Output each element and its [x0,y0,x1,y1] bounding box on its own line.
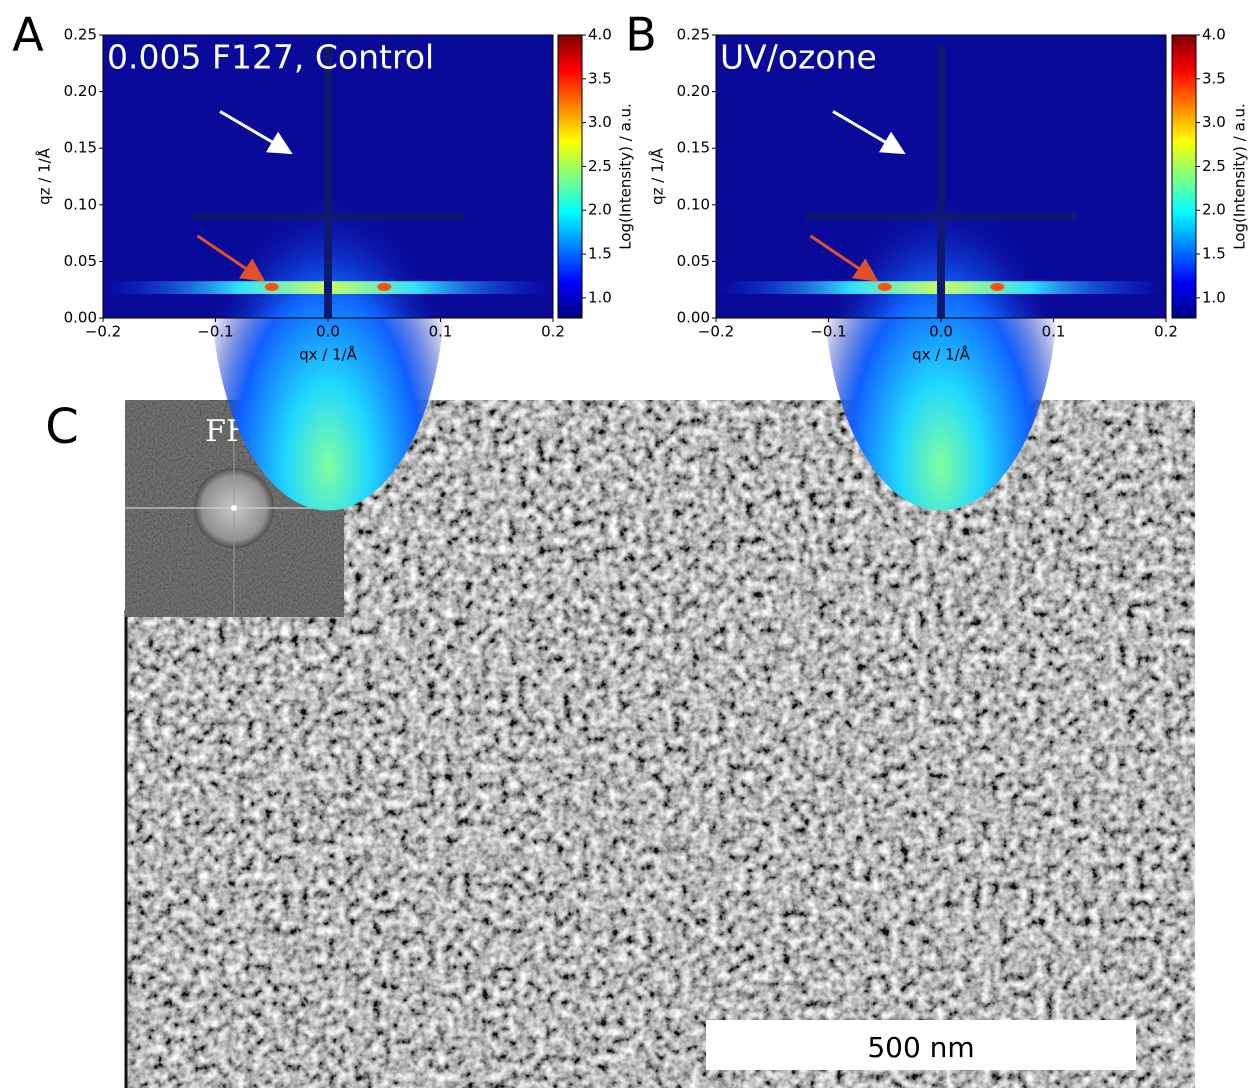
y-tick-label: 0.10 [64,195,97,213]
y-tick-label: 0.15 [677,139,710,157]
beamstop [193,213,463,221]
x-tick-label: −0.2 [85,323,121,341]
beamstop [937,45,945,318]
panel-label: A [12,8,44,62]
colorbar-tick-label: 4.0 [588,26,612,44]
x-tick-label: 0.1 [429,323,453,341]
colorbar-tick-label: 3.5 [588,69,612,87]
y-tick-label: 0.00 [64,309,97,327]
colorbar [1171,34,1197,319]
arrow [219,110,293,155]
colorbar-tick-label: 1.5 [1202,245,1226,263]
y-tick-label: 0.25 [677,26,710,44]
colorbar-tick-label: 2.0 [1202,201,1226,219]
colorbar-tick-label: 3.5 [1202,69,1226,87]
bragg-spot [264,282,279,291]
heatmap [103,35,553,511]
fft-center [231,505,237,511]
plot-title: UV/ozone [720,38,877,77]
colorbar-tick-label: 1.5 [588,245,612,263]
x-tick-label: 0.0 [316,323,340,341]
x-axis-label: qx / 1/Å [299,345,358,364]
y-tick-label: 0.00 [677,309,710,327]
plot-title: 0.005 F127, Control [107,38,434,77]
colorbar-label: Log(Intensity) / a.u. [1231,103,1249,250]
colorbar-label: Log(Intensity) / a.u. [617,103,635,250]
y-tick-label: 0.20 [64,82,97,100]
beamstop [324,45,332,318]
scale-bar-label: 500 nm [867,1031,974,1064]
heatmap [716,35,1166,511]
y-axis-label: qz / 1/Å [648,147,667,205]
x-tick-label: −0.2 [698,323,734,341]
x-tick-label: 0.2 [541,323,565,341]
colorbar-tick-label: 2.5 [1202,157,1226,175]
colorbar-tick-label: 3.0 [588,113,612,131]
y-tick-label: 0.25 [64,26,97,44]
colorbar-tick-label: 4.0 [1202,26,1226,44]
bragg-spot [990,282,1005,291]
arrow [809,234,879,282]
panel-label: C [45,399,79,455]
y-axis-label: qz / 1/Å [35,147,54,205]
colorbar-tick-label: 1.0 [588,288,612,306]
x-axis-label: qx / 1/Å [912,345,971,364]
beamstop [806,213,1076,221]
y-tick-label: 0.20 [677,82,710,100]
colorbar-tick-label: 1.0 [1202,288,1226,306]
y-tick-label: 0.05 [677,252,710,270]
x-tick-label: −0.1 [197,323,233,341]
x-tick-label: 0.1 [1042,323,1066,341]
bragg-spot [377,282,392,291]
x-tick-label: 0.2 [1154,323,1178,341]
colorbar-tick-label: 2.0 [588,201,612,219]
x-tick-label: 0.0 [929,323,953,341]
y-tick-label: 0.15 [64,139,97,157]
panel-c: FFT C 500 nm [45,399,1195,1088]
colorbar-tick-label: 3.0 [1202,113,1226,131]
y-tick-label: 0.10 [677,195,710,213]
panel-label: B [625,8,657,62]
arrow [196,234,266,282]
scale-bar [706,1020,1136,1070]
x-tick-label: −0.1 [810,323,846,341]
bragg-spot [877,282,892,291]
arrow [832,110,906,155]
colorbar [557,34,583,319]
y-tick-label: 0.05 [64,252,97,270]
colorbar-tick-label: 2.5 [588,157,612,175]
